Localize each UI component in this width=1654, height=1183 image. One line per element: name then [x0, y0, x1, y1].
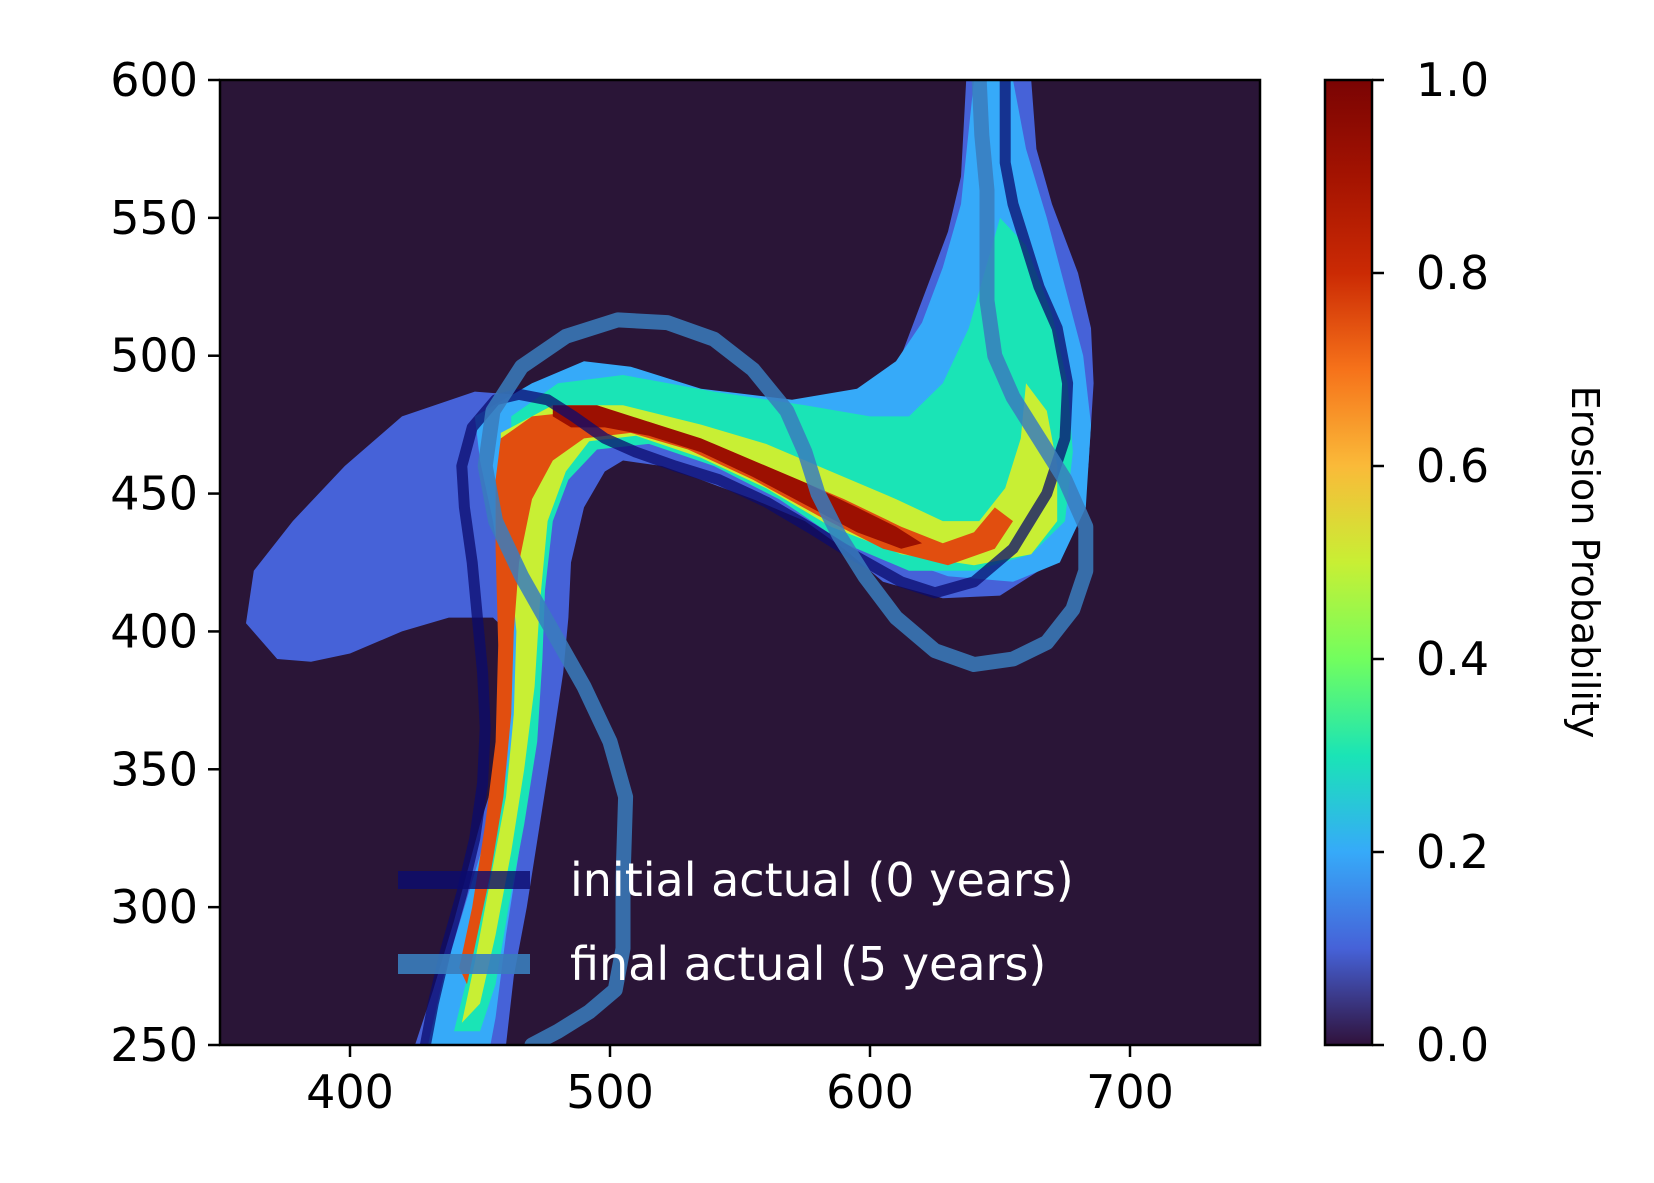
x-axis: 400 500 600 700	[306, 1045, 1174, 1119]
colorbar-gradient	[1325, 80, 1372, 1045]
x-tick-label: 400	[306, 1065, 394, 1119]
colorbar-tick-label: 0.4	[1416, 632, 1489, 686]
legend-label-1: final actual (5 years)	[570, 937, 1046, 991]
colorbar-tick-label: 0.8	[1416, 246, 1489, 300]
y-tick-label: 300	[110, 880, 198, 934]
colorbar-tick-label: 1.0	[1416, 53, 1489, 107]
y-tick-label: 550	[110, 191, 198, 245]
colorbar-label: Erosion Probability	[1563, 386, 1607, 739]
shoreline-series	[419, 80, 1094, 1045]
x-tick-label: 600	[826, 1065, 914, 1119]
y-tick-label: 500	[110, 329, 198, 383]
colorbar-ticks: 1.0 0.8 0.6 0.4 0.2 0.0	[1372, 53, 1489, 1072]
legend: initial actual (0 years) final actual (5 …	[398, 853, 1074, 991]
y-tick-label: 350	[110, 742, 198, 796]
y-tick-label: 250	[110, 1018, 198, 1072]
series-line-0	[419, 80, 1074, 1045]
plot-area	[218, 78, 1262, 1047]
colorbar-tick-label: 0.0	[1416, 1018, 1489, 1072]
y-axis: 600 550 500 450 400 350 300 250	[110, 53, 220, 1072]
colorbar: 1.0 0.8 0.6 0.4 0.2 0.0 Erosion Probability	[1323, 53, 1607, 1072]
y-tick-label: 600	[110, 53, 198, 107]
plot-frame	[218, 78, 1262, 1047]
probability-region-4	[459, 410, 1013, 985]
y-tick-label: 400	[110, 604, 198, 658]
probability-region-1	[428, 80, 1091, 1045]
series-line-1	[477, 80, 1094, 1045]
colorbar-frame	[1323, 78, 1374, 1047]
colorbar-tick-label: 0.2	[1416, 825, 1489, 879]
x-tick-label: 700	[1086, 1065, 1174, 1119]
legend-label-0: initial actual (0 years)	[570, 853, 1074, 907]
y-tick-label: 450	[110, 467, 198, 521]
x-tick-label: 500	[566, 1065, 654, 1119]
colorbar-tick-label: 0.6	[1416, 439, 1489, 493]
